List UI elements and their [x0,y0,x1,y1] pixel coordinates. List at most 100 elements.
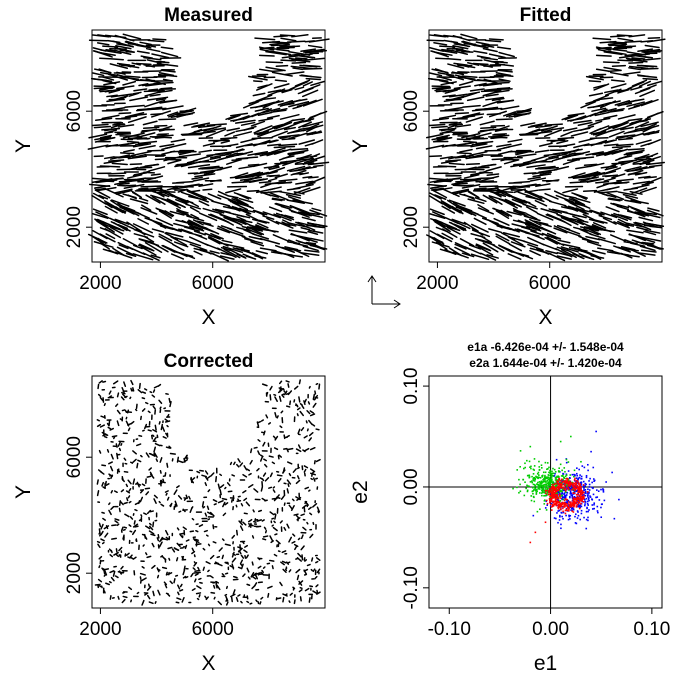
whisker-mark [253,520,257,523]
whisker-mark [512,207,527,216]
whisker-mark [167,109,188,118]
whisker-mark [495,72,512,77]
point-marker [544,474,546,477]
point-marker [555,458,558,461]
whisker-mark [94,136,112,141]
point-marker [575,506,578,508]
point-marker [561,496,564,498]
whisker-mark [255,250,269,255]
point-marker [569,480,571,483]
whisker-mark [287,561,291,564]
whisker-mark [202,188,213,191]
whisker-mark [645,229,661,234]
point-marker [559,486,561,489]
whisker-mark [274,411,277,418]
whisker-mark [256,131,269,136]
point-marker [533,483,536,486]
whisker-mark [461,252,475,258]
whisker-mark [217,194,239,204]
whisker-mark [122,595,128,599]
point-marker [545,486,547,489]
whisker-mark [607,109,624,113]
whisker-mark [298,53,313,57]
whisker-mark [226,482,231,487]
point-marker [605,481,607,483]
whisker-mark [256,421,260,428]
whisker-mark [145,525,151,530]
whisker-mark [317,510,320,514]
whisker-mark [193,122,211,128]
whisker-mark [573,143,590,149]
whisker-mark [155,458,159,462]
point-marker [583,494,585,496]
whisker-mark [220,246,231,251]
whisker-mark [513,113,530,116]
whisker-mark [276,48,290,52]
whisker-mark [128,179,145,183]
point-marker [585,474,588,477]
whisker-mark [162,436,167,439]
point-marker [562,486,565,489]
point-marker [557,470,560,472]
whisker-mark [594,111,610,117]
whisker-mark [181,219,193,226]
whisker-mark [262,211,282,219]
whisker-mark [184,576,189,579]
whisker-mark [94,187,107,191]
point-marker [560,483,563,486]
whisker-mark [611,213,629,222]
whisker-mark [122,132,145,139]
y-tick-label: 6000 [401,90,422,132]
whisker-mark [580,112,597,120]
whisker-mark [281,221,291,227]
whisker-mark [617,37,634,42]
whisker-mark [264,499,268,502]
whisker-mark [118,112,132,115]
whisker-mark [269,472,273,478]
whisker-mark [94,185,105,189]
whisker-mark [295,221,316,231]
point-marker [553,517,556,519]
point-marker [556,501,559,503]
whisker-mark [132,223,154,234]
whisker-mark [166,572,173,576]
point-marker [591,504,594,506]
whisker-mark [288,472,292,477]
whisker-mark [148,525,154,531]
whisker-mark [179,583,183,588]
whisker-mark [648,164,662,168]
whisker-mark [286,523,290,529]
point-marker [596,505,599,508]
whisker-mark [577,121,593,126]
whisker-mark [452,45,469,50]
whisker-mark [278,380,283,385]
whisker-mark [300,545,305,551]
whisker-mark [497,69,513,73]
whisker-mark [608,197,623,201]
whisker-mark [272,486,276,489]
whisker-mark [642,57,661,61]
point-marker [557,521,559,524]
whisker-mark [541,243,558,251]
point-marker [571,473,574,476]
whisker-mark [527,243,544,251]
whisker-mark [235,529,239,536]
whisker-mark [138,145,156,150]
whisker-mark [193,539,200,544]
whisker-mark [271,249,287,256]
whisker-mark [98,522,102,528]
whisker-mark [308,489,311,492]
whisker-mark [135,228,146,236]
whisker-mark [192,219,204,226]
whisker-mark [253,128,264,134]
point-marker [543,489,546,492]
whisker-mark [118,546,123,552]
whisker-mark [176,542,181,548]
point-marker [578,501,580,504]
point-marker [577,514,580,517]
whisker-mark [255,572,261,575]
whisker-mark [116,409,121,415]
whisker-mark [188,495,191,500]
whisker-mark [437,165,457,168]
